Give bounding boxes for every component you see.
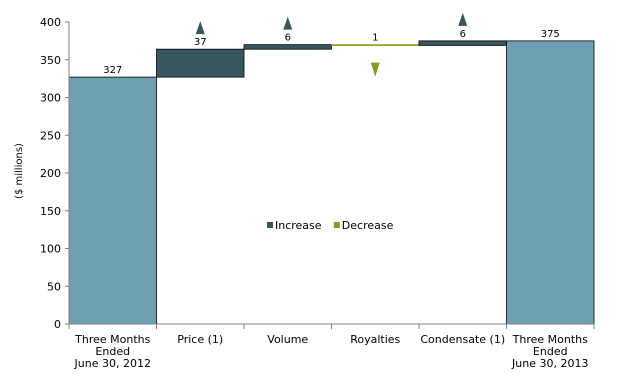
x-category-label-line: Volume: [267, 333, 308, 346]
data-label-5: 375: [541, 29, 560, 40]
increase-arrow-2: [283, 16, 293, 30]
data-label-1: 37: [194, 37, 207, 48]
legend: Increase Decrease: [267, 219, 394, 232]
increase-arrow-1: [195, 21, 205, 35]
x-category-label-line: Condensate (1): [420, 333, 505, 346]
bars-layer: [68, 40, 595, 325]
x-category-label-5: Three Months Ended June 30, 2013: [511, 333, 588, 370]
x-category-label-0: Three Months Ended June 30, 2012: [74, 333, 151, 370]
bar-increase-4: [418, 40, 507, 46]
bar-total-0: [68, 76, 157, 325]
x-category-label-3: Royalties: [350, 333, 400, 346]
decrease-arrow-3: [370, 62, 380, 77]
data-label-3: 1: [372, 33, 378, 44]
legend-swatch-decrease: [333, 222, 340, 228]
y-tick-label-0: 0: [54, 318, 61, 331]
data-label-4: 6: [460, 29, 466, 40]
x-category-label-line: Ended: [95, 345, 130, 358]
x-category-label-line: June 30, 2012: [74, 357, 151, 370]
x-category-label-line: June 30, 2013: [511, 357, 588, 370]
y-tick-label-100: 100: [40, 243, 61, 256]
y-tick-label-150: 150: [40, 205, 61, 218]
bar-increase-1: [156, 48, 245, 78]
x-category-label-1: Price (1): [177, 333, 223, 346]
x-category-label-line: Royalties: [350, 333, 400, 346]
increase-arrow-4: [458, 12, 468, 26]
bar-increase-2: [243, 44, 332, 50]
data-label-0: 327: [103, 65, 122, 76]
x-category-label-line: Three Months: [74, 333, 150, 346]
y-tick-label-250: 250: [40, 129, 61, 142]
bar-total-5: [506, 40, 595, 325]
legend-label-decrease: Decrease: [342, 219, 394, 232]
y-tick-label-50: 50: [47, 280, 61, 293]
labels-layer: 327 37 6 1 6 375: [103, 12, 560, 77]
legend-swatch-increase: [267, 222, 273, 228]
x-category-label-line: Ended: [533, 345, 568, 358]
y-tick-label-350: 350: [40, 54, 61, 67]
x-category-label-line: Three Months: [512, 333, 588, 346]
y-tick-label-200: 200: [40, 167, 61, 180]
x-category-label-line: Price (1): [177, 333, 223, 346]
y-axis-title: ($ millions): [14, 143, 25, 199]
y-tick-label-400: 400: [40, 16, 61, 29]
y-tick-label-300: 300: [40, 92, 61, 105]
data-label-2: 6: [285, 33, 291, 44]
bar-decrease-3: [331, 44, 420, 47]
x-category-label-4: Condensate (1): [420, 333, 505, 346]
legend-label-increase: Increase: [275, 219, 322, 232]
x-category-label-2: Volume: [267, 333, 308, 346]
